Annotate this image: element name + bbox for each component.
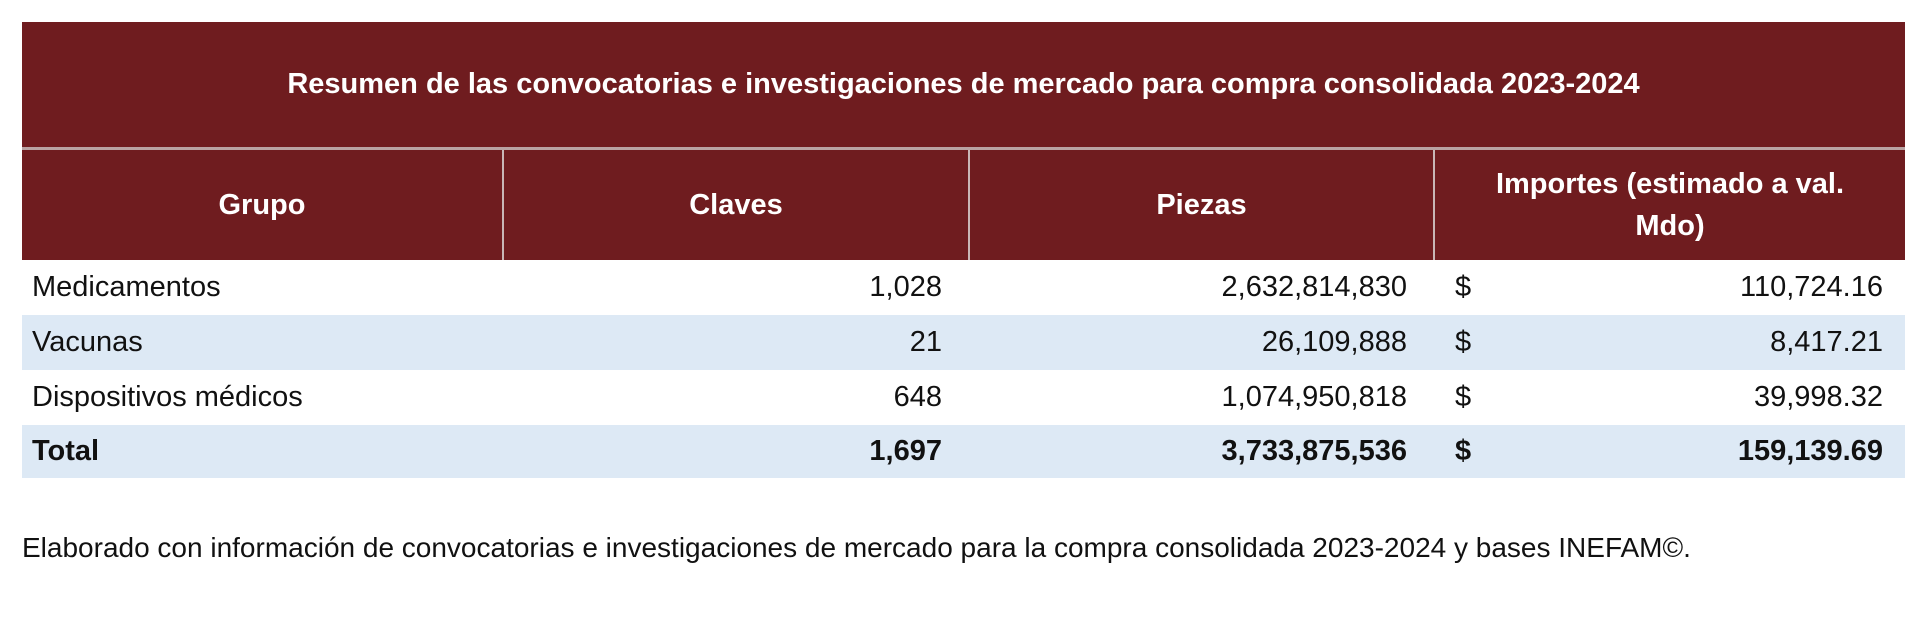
currency-sign: $ <box>1455 271 1472 303</box>
currency-sign: $ <box>1455 435 1472 467</box>
column-header: Claves <box>502 150 968 260</box>
importe-value: 39,998.32 <box>1753 381 1883 413</box>
claves-cell: 1,028 <box>869 271 942 303</box>
importe-cell: $8,417.21 <box>1433 326 1905 359</box>
table-title: Resumen de las convocatorias e investiga… <box>22 22 1905 150</box>
header-row: Grupo Claves Piezas Importes (estimado a va… <box>22 150 1905 260</box>
importe-cell: $39,998.32 <box>1433 381 1905 414</box>
currency-sign: $ <box>1455 326 1472 358</box>
table-row: Dispositivos médicos 648 1,074,950,818 $39,… <box>22 370 1905 425</box>
table-row: Total 1,697 3,733,875,536 $159,139.69 <box>22 425 1905 478</box>
table-body: Medicamentos 1,028 2,632,814,830 $110,724.1… <box>22 260 1905 478</box>
table-row: Vacunas 21 26,109,888 $8,417.21 <box>22 315 1905 370</box>
footnote: Elaborado con información de convocatori… <box>22 532 1691 563</box>
currency-sign: $ <box>1455 381 1472 413</box>
group-cell: Dispositivos médicos <box>32 381 303 413</box>
group-cell: Medicamentos <box>32 271 221 303</box>
importe-cell: $159,139.69 <box>1433 435 1905 468</box>
table-row: Medicamentos 1,028 2,632,814,830 $110,724.1… <box>22 260 1905 315</box>
importe-value: 110,724.16 <box>1740 271 1883 303</box>
claves-cell: 1,697 <box>869 435 942 467</box>
piezas-cell: 26,109,888 <box>1261 326 1407 358</box>
summary-table: Resumen de las convocatorias e investiga… <box>22 22 1905 478</box>
importe-value: 8,417.21 <box>1770 326 1883 358</box>
group-cell: Vacunas <box>32 326 143 358</box>
claves-cell: 21 <box>909 326 942 358</box>
piezas-cell: 3,733,875,536 <box>1221 435 1407 467</box>
claves-cell: 648 <box>893 381 942 413</box>
importe-value: 159,139.69 <box>1737 435 1883 467</box>
column-header: Piezas <box>968 150 1433 260</box>
column-header: Grupo <box>218 188 306 221</box>
importe-cell: $110,724.16 <box>1433 271 1905 304</box>
piezas-cell: 2,632,814,830 <box>1221 271 1407 303</box>
group-cell: Total <box>32 435 100 467</box>
piezas-cell: 1,074,950,818 <box>1221 381 1407 413</box>
column-header: Importes (estimado a val. Mdo) <box>1433 150 1905 260</box>
